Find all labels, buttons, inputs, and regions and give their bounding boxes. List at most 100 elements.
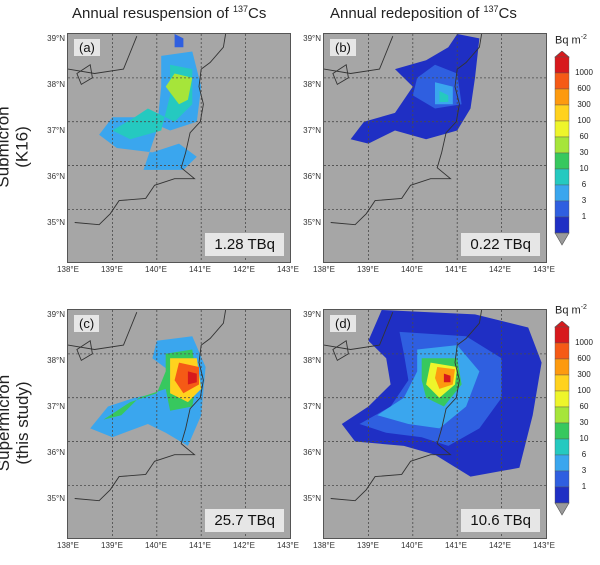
map-panel-d: (d) 10.6 TBq [323,309,547,539]
colorbar-segment [554,184,570,202]
lat-label: 39°N [303,34,321,43]
lon-label: 139°E [101,541,123,550]
colorbar-segment [554,390,570,408]
lon-label: 143°E [533,265,555,274]
colorbar-cap-bottom [554,502,570,516]
row-title-line1: Supermicron [0,374,13,472]
colorbar-tick-label: 3 [581,196,587,205]
colorbar-tick-label: 1000 [575,338,593,347]
colorbar-tick-label: 100 [577,116,591,125]
lat-label: 38°N [47,80,65,89]
colorbar-tick-label: 60 [579,402,589,411]
row-title-line2: (K16) [13,126,33,168]
panel-label: (c) [74,315,100,332]
lon-label: 141°E [189,541,211,550]
panel-total: 25.7 TBq [205,509,284,532]
colorbar-segment [554,216,570,234]
colorbar-title-sup: -2 [580,34,587,41]
column-title-prefix: Annual redeposition of [330,5,484,22]
colorbar-tick-label: 600 [577,354,591,363]
lat-label: 36°N [303,172,321,181]
lon-label: 138°E [57,541,79,550]
panel-label: (a) [74,39,100,56]
panel-label: (d) [330,315,356,332]
panel-total: 10.6 TBq [461,509,540,532]
row-title-line2: (this study) [13,381,32,465]
lat-label: 36°N [303,448,321,457]
lon-label: 140°E [145,265,167,274]
lat-label: 37°N [47,126,65,135]
lon-label: 141°E [189,265,211,274]
colorbar-tick-label: 30 [579,148,589,157]
lat-label: 35°N [303,494,321,503]
colorbar-segment [554,56,570,74]
colorbar-segment [554,374,570,392]
coastline [332,63,349,86]
deposition-field [165,73,193,105]
colorbar-tick-label: 30 [579,418,589,427]
lat-label: 38°N [47,356,65,365]
panel-label: (b) [330,39,356,56]
colorbar-segment [554,88,570,106]
colorbar-tick-label: 60 [579,132,589,141]
lat-label: 37°N [303,126,321,135]
coastline [330,34,483,226]
lon-label: 140°E [401,265,423,274]
map-plot-d [324,310,546,538]
colorbar-tick-label: 6 [581,450,587,459]
lon-label: 141°E [445,265,467,274]
lat-label: 36°N [47,172,65,181]
colorbar-segment [554,104,570,122]
colorbar-segment [554,72,570,90]
column-title-redeposition: Annual redeposition of 137Cs [330,4,517,22]
coastline [330,310,483,502]
colorbar-segment [554,326,570,344]
lon-label: 138°E [313,265,335,274]
coastline [76,339,93,362]
lat-label: 39°N [303,310,321,319]
deposition-field [187,371,197,385]
lat-label: 37°N [303,402,321,411]
colorbar-cap-bottom [554,232,570,246]
colorbar-tick-label: 300 [577,100,591,109]
lon-label: 143°E [277,265,299,274]
colorbar-tick-label: 100 [577,386,591,395]
coastline [68,36,138,74]
lat-label: 38°N [303,356,321,365]
colorbar [554,321,570,516]
coastline [74,310,227,502]
map-plot-a [68,34,290,262]
coastline [324,36,394,74]
lon-label: 139°E [357,541,379,550]
deposition-field [174,362,199,394]
column-title-sup: 137 [483,4,499,14]
lat-label: 38°N [303,80,321,89]
row-title-submicron: Submicron (K16) [0,33,32,261]
lat-label: 35°N [303,218,321,227]
colorbar-segment [554,422,570,440]
coastline [74,34,227,226]
colorbar-title: Bq m-2 [555,304,587,317]
row-title-supermicron: Supermicron (this study) [0,309,32,537]
colorbar-tick-label: 1 [581,212,587,221]
colorbar-segment [554,358,570,376]
colorbar [554,51,570,246]
column-title-suffix: Cs [498,5,517,22]
lon-label: 140°E [401,541,423,550]
map-panel-b: (b) 0.22 TBq [323,33,547,263]
panel-total: 0.22 TBq [461,233,540,256]
colorbar-tick-label: 300 [577,370,591,379]
colorbar-cap-top [554,321,570,328]
colorbar-segment [554,438,570,456]
lon-label: 142°E [233,265,255,274]
colorbar-segment [554,470,570,488]
colorbar-tick-label: 1 [581,482,587,491]
colorbar-cap-top [554,51,570,58]
colorbar-segment [554,406,570,424]
colorbar-segment [554,454,570,472]
lon-label: 142°E [489,541,511,550]
coastline [76,63,93,86]
lat-label: 35°N [47,494,65,503]
lat-label: 39°N [47,310,65,319]
lon-label: 143°E [533,541,555,550]
